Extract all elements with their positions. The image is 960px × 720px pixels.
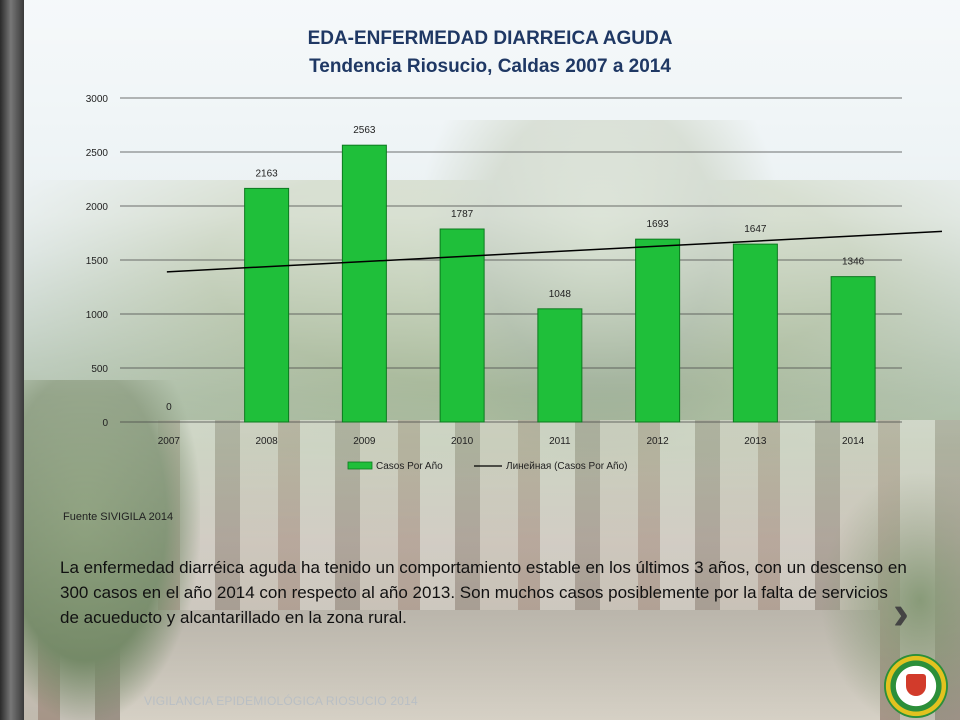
x-tick-label: 2007 <box>158 436 181 447</box>
trendline <box>166 230 943 273</box>
x-tick-label: 2009 <box>353 436 376 447</box>
bar-chart: 0 500 1000 1500 2000 2500 3000 0 2007 2163 2008 256… <box>86 94 943 472</box>
x-tick-label: 2012 <box>647 436 670 447</box>
y-tick-label: 1500 <box>86 256 109 267</box>
bar <box>439 228 485 423</box>
y-tick-label: 2500 <box>86 148 109 159</box>
bar <box>635 238 681 423</box>
x-tick-label: 2010 <box>451 436 474 447</box>
bar <box>830 276 876 423</box>
description-paragraph: La enfermedad diarréica aguda ha tenido … <box>60 558 907 627</box>
data-label: 0 <box>166 402 172 413</box>
legend-swatch-bars <box>347 461 373 470</box>
chart-subtitle: Tendencia Riosucio, Caldas 2007 a 2014 <box>309 56 671 77</box>
legend-label-trend: Линейная (Casos Por Año) <box>506 461 627 472</box>
y-tick-label: 0 <box>102 418 108 429</box>
y-tick-label: 3000 <box>86 94 109 105</box>
x-tick-label: 2013 <box>744 436 767 447</box>
bar <box>732 243 778 423</box>
chart-title: EDA-ENFERMEDAD DIARREICA AGUDA <box>307 28 673 49</box>
y-tick-label: 1000 <box>86 310 109 321</box>
content-overlay <box>24 0 960 720</box>
legend-label-bars: Casos Por Año <box>376 461 443 472</box>
bar <box>244 187 290 423</box>
data-label: 2563 <box>353 125 376 136</box>
footer-text: VIGILANCIA EPIDEMIOLÓGICA RIOSUCIO 2014 <box>144 694 418 708</box>
data-label: 1048 <box>549 289 572 300</box>
x-tick-label: 2011 <box>549 436 571 447</box>
x-tick-label: 2014 <box>842 436 865 447</box>
y-tick-label: 2000 <box>86 202 109 213</box>
source-note: Fuente SIVIGILA 2014 <box>63 511 174 523</box>
bar <box>537 308 583 423</box>
data-label: 1346 <box>842 257 865 268</box>
y-tick-label: 500 <box>91 364 108 375</box>
data-label: 1647 <box>744 224 767 235</box>
bar <box>341 144 387 423</box>
data-label: 1693 <box>647 219 670 230</box>
alcaldia-seal-icon <box>884 654 948 718</box>
chevron-right-icon[interactable]: › <box>893 587 909 640</box>
data-label: 1787 <box>451 209 474 220</box>
x-tick-label: 2008 <box>256 436 279 447</box>
data-label: 2163 <box>256 168 279 179</box>
left-frame-bar <box>0 0 24 720</box>
